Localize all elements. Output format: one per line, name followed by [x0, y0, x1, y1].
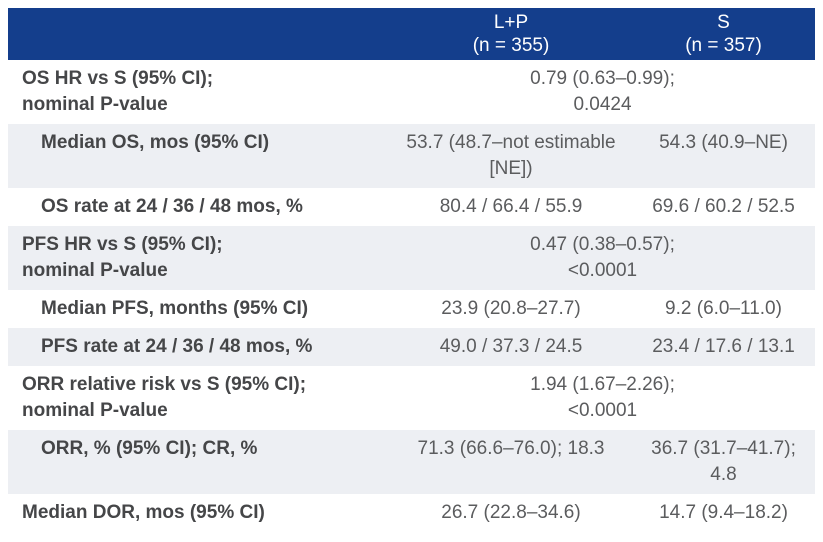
table-row-pfs-hr: PFS HR vs S (95% CI); nominal P-value 0.… [8, 226, 815, 290]
row-value-lp: 26.7 (22.8–34.6) [441, 502, 581, 523]
row-value-lp: 49.0 / 37.3 / 24.5 [439, 336, 583, 357]
table-row-median-dor: Median DOR, mos (95% CI) 26.7 (22.8–34.6… [8, 494, 815, 532]
row-value-combined: 0.47 (0.38–0.57); <0.0001 [530, 234, 675, 281]
row-value-s: 36.7 (31.7–41.7); 4.8 [651, 438, 796, 485]
row-label: ORR, % (95% CI); CR, % [41, 438, 258, 459]
header-cell-lp: L+P (n = 355) [390, 8, 632, 60]
row-label: PFS HR vs S (95% CI); nominal P-value [22, 234, 223, 281]
table-row-os-rate: OS rate at 24 / 36 / 48 mos, % 80.4 / 66… [8, 188, 815, 226]
table-row-median-pfs: Median PFS, months (95% CI) 23.9 (20.8–2… [8, 290, 815, 328]
table-row-median-os: Median OS, mos (95% CI) 53.7 (48.7–not e… [8, 124, 815, 188]
row-value-lp: 53.7 (48.7–not estimable [NE]) [406, 132, 616, 179]
row-label: OS rate at 24 / 36 / 48 mos, % [41, 196, 303, 217]
row-label: Median PFS, months (95% CI) [41, 298, 309, 319]
table-row-orr: ORR, % (95% CI); CR, % 71.3 (66.6–76.0);… [8, 430, 815, 494]
row-label: Median OS, mos (95% CI) [41, 132, 270, 153]
row-value-s: 23.4 / 17.6 / 13.1 [652, 336, 795, 357]
row-value-lp: 23.9 (20.8–27.7) [441, 298, 581, 319]
header-row: L+P (n = 355) S (n = 357) [8, 8, 815, 60]
row-value-s: 69.6 / 60.2 / 52.5 [652, 196, 795, 217]
row-label: ORR relative risk vs S (95% CI); nominal… [22, 374, 307, 421]
header-cell-s: S (n = 357) [632, 8, 815, 60]
row-value-s: 14.7 (9.4–18.2) [659, 502, 788, 523]
row-value-lp: 71.3 (66.6–76.0); 18.3 [417, 438, 605, 459]
table-row-os-hr: OS HR vs S (95% CI); nominal P-value 0.7… [8, 60, 815, 124]
row-label: Median DOR, mos (95% CI) [22, 502, 265, 523]
row-value-s: 9.2 (6.0–11.0) [665, 298, 782, 319]
row-value-s: 54.3 (40.9–NE) [659, 132, 788, 153]
row-value-combined: 0.79 (0.63–0.99); 0.0424 [530, 68, 675, 115]
row-label: OS HR vs S (95% CI); nominal P-value [22, 68, 214, 115]
row-value-combined: 1.94 (1.67–2.26); <0.0001 [530, 374, 675, 421]
table-row-orr-rr: ORR relative risk vs S (95% CI); nominal… [8, 366, 815, 430]
header-cell-empty [8, 8, 390, 60]
outcomes-table: L+P (n = 355) S (n = 357) OS HR vs S (95… [8, 8, 815, 532]
row-value-lp: 80.4 / 66.4 / 55.9 [439, 196, 583, 217]
table-row-pfs-rate: PFS rate at 24 / 36 / 48 mos, % 49.0 / 3… [8, 328, 815, 366]
row-label: PFS rate at 24 / 36 / 48 mos, % [41, 336, 313, 357]
table-header: L+P (n = 355) S (n = 357) [8, 8, 815, 60]
table-body: OS HR vs S (95% CI); nominal P-value 0.7… [8, 60, 815, 532]
